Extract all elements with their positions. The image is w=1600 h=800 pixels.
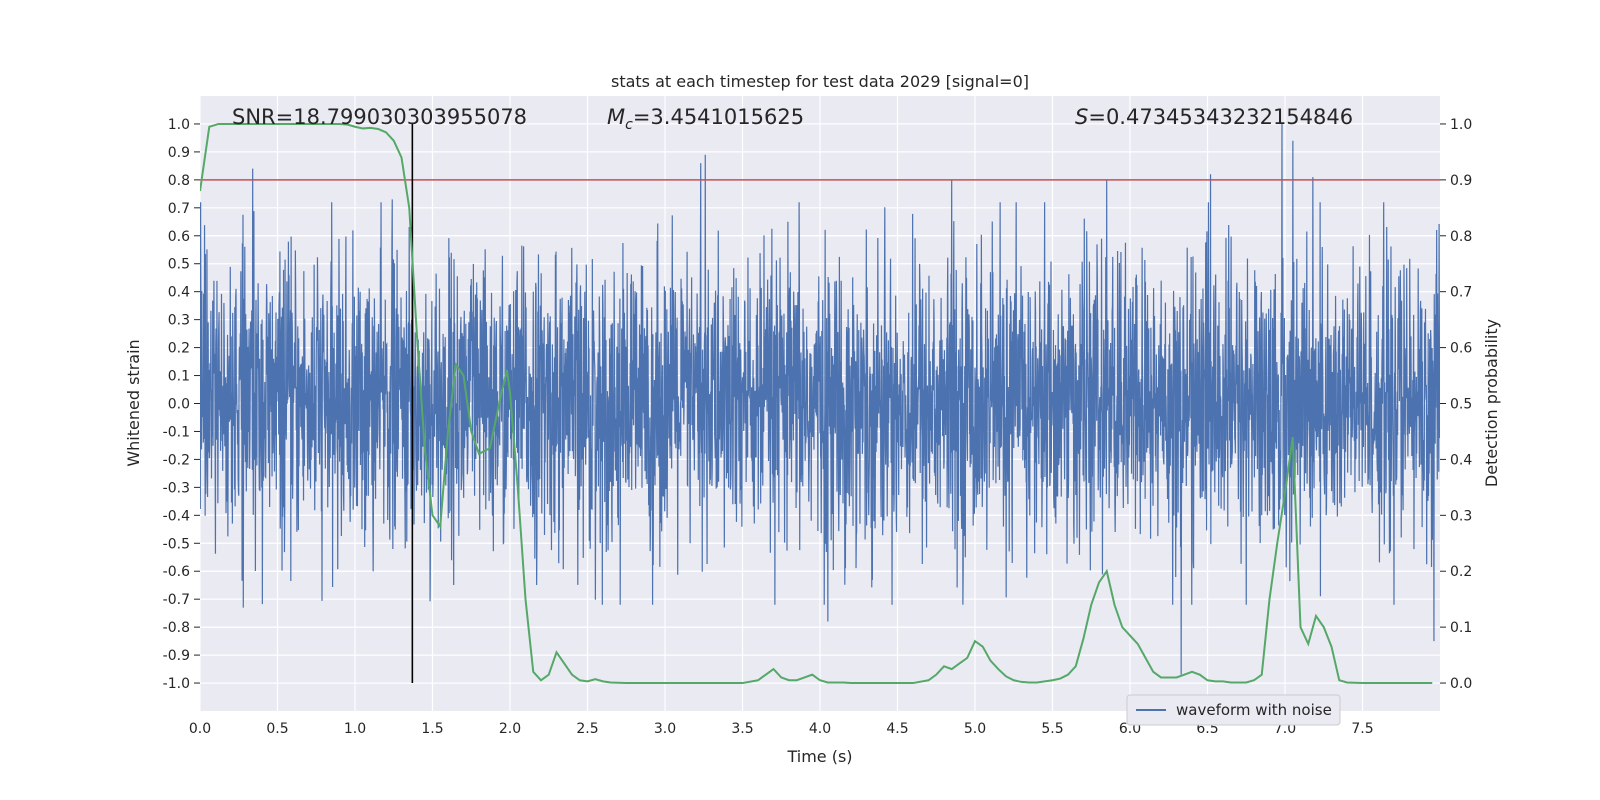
y-axis-label: Whitened strain bbox=[124, 339, 143, 466]
y-tick-label: 0.3 bbox=[168, 313, 190, 329]
y-axis-ticks: 1.0 0.9 0.8 0.7 0.6 0.5 0.4 0.3 0.2 0.1 0.0 -0.1 -0.… bbox=[163, 117, 200, 692]
x-tick-label: 5.0 bbox=[964, 721, 986, 737]
y-tick-label: 0.7 bbox=[168, 201, 190, 217]
legend-label-waveform: waveform with noise bbox=[1176, 701, 1332, 719]
y-tick-label: 0.2 bbox=[168, 341, 190, 357]
legend: waveform with noise bbox=[1126, 694, 1341, 726]
x-tick-label: 7.5 bbox=[1351, 721, 1373, 737]
x-tick-label: 4.5 bbox=[886, 721, 908, 737]
y-tick-label: -0.2 bbox=[163, 452, 190, 468]
y-tick-label: 0.5 bbox=[168, 257, 190, 273]
snr-annotation: SNR=18.799030303955078 bbox=[232, 105, 527, 129]
y-tick-label: 0.6 bbox=[168, 229, 190, 245]
y2-tick-label: 0.9 bbox=[1450, 173, 1472, 189]
s-symbol: S bbox=[1075, 105, 1088, 129]
x-tick-label: 5.5 bbox=[1041, 721, 1063, 737]
legend-box bbox=[1126, 694, 1341, 726]
mc-symbol: M bbox=[607, 105, 625, 129]
x-axis-label: Time (s) bbox=[786, 747, 852, 766]
y-tick-label: 0.9 bbox=[168, 145, 190, 161]
waveform-line bbox=[200, 123, 1440, 675]
y2-tick-label: 0.0 bbox=[1450, 676, 1472, 692]
y2-tick-label: 0.1 bbox=[1450, 620, 1472, 636]
y-tick-label: 1.0 bbox=[168, 117, 190, 133]
x-tick-label: 2.0 bbox=[499, 721, 521, 737]
y2-tick-label: 0.3 bbox=[1450, 508, 1472, 524]
y-tick-label: 0.0 bbox=[168, 397, 190, 413]
y-tick-label: -0.7 bbox=[163, 592, 190, 608]
y-tick-label: -1.0 bbox=[163, 676, 190, 692]
x-tick-label: 1.5 bbox=[421, 721, 443, 737]
y-tick-label: -0.6 bbox=[163, 564, 190, 580]
mc-annotation: Mc=3.4541015625 bbox=[607, 105, 804, 133]
series-detection-probability bbox=[200, 122, 1433, 685]
y2-axis-ticks: 1.0 0.9 0.8 0.7 0.6 0.5 0.4 0.3 0.2 0.1 0.0 bbox=[1440, 117, 1472, 692]
y2-axis-label: Detection probability bbox=[1482, 319, 1501, 487]
y-tick-label: 0.8 bbox=[168, 173, 190, 189]
y-tick-label: -0.8 bbox=[163, 620, 190, 636]
x-tick-label: 2.5 bbox=[576, 721, 598, 737]
x-tick-label: 0.5 bbox=[266, 721, 288, 737]
y2-tick-label: 0.6 bbox=[1450, 341, 1472, 357]
y2-tick-label: 1.0 bbox=[1450, 117, 1472, 133]
chart-title: stats at each timestep for test data 202… bbox=[611, 72, 1029, 91]
mc-subscript: c bbox=[625, 117, 633, 133]
y2-tick-label: 0.2 bbox=[1450, 564, 1472, 580]
x-tick-label: 0.0 bbox=[189, 721, 211, 737]
y-tick-label: -0.3 bbox=[163, 480, 190, 496]
y-tick-label: -0.4 bbox=[163, 508, 190, 524]
y2-tick-label: 0.5 bbox=[1450, 397, 1472, 413]
y-tick-label: -0.9 bbox=[163, 648, 190, 664]
y2-tick-label: 0.7 bbox=[1450, 285, 1472, 301]
y2-tick-label: 0.4 bbox=[1450, 452, 1472, 468]
x-tick-label: 3.5 bbox=[731, 721, 753, 737]
s-annotation: S=0.47345343232154846 bbox=[1075, 105, 1353, 129]
series-waveform-with-noise bbox=[200, 123, 1440, 675]
x-tick-label: 3.0 bbox=[654, 721, 676, 737]
y-tick-label: 0.4 bbox=[168, 285, 190, 301]
s-value: =0.47345343232154846 bbox=[1088, 105, 1353, 129]
x-tick-label: 4.0 bbox=[809, 721, 831, 737]
y-tick-label: 0.1 bbox=[168, 369, 190, 385]
x-axis-ticks: 0.0 0.5 1.0 1.5 2.0 2.5 3.0 3.5 4.0 4.5 5.0 5.5 6.0 6… bbox=[189, 721, 1374, 737]
mc-value: =3.4541015625 bbox=[633, 105, 804, 129]
y-tick-label: -0.5 bbox=[163, 536, 190, 552]
y2-tick-label: 0.8 bbox=[1450, 229, 1472, 245]
y-tick-label: -0.1 bbox=[163, 424, 190, 440]
x-tick-label: 1.0 bbox=[344, 721, 366, 737]
